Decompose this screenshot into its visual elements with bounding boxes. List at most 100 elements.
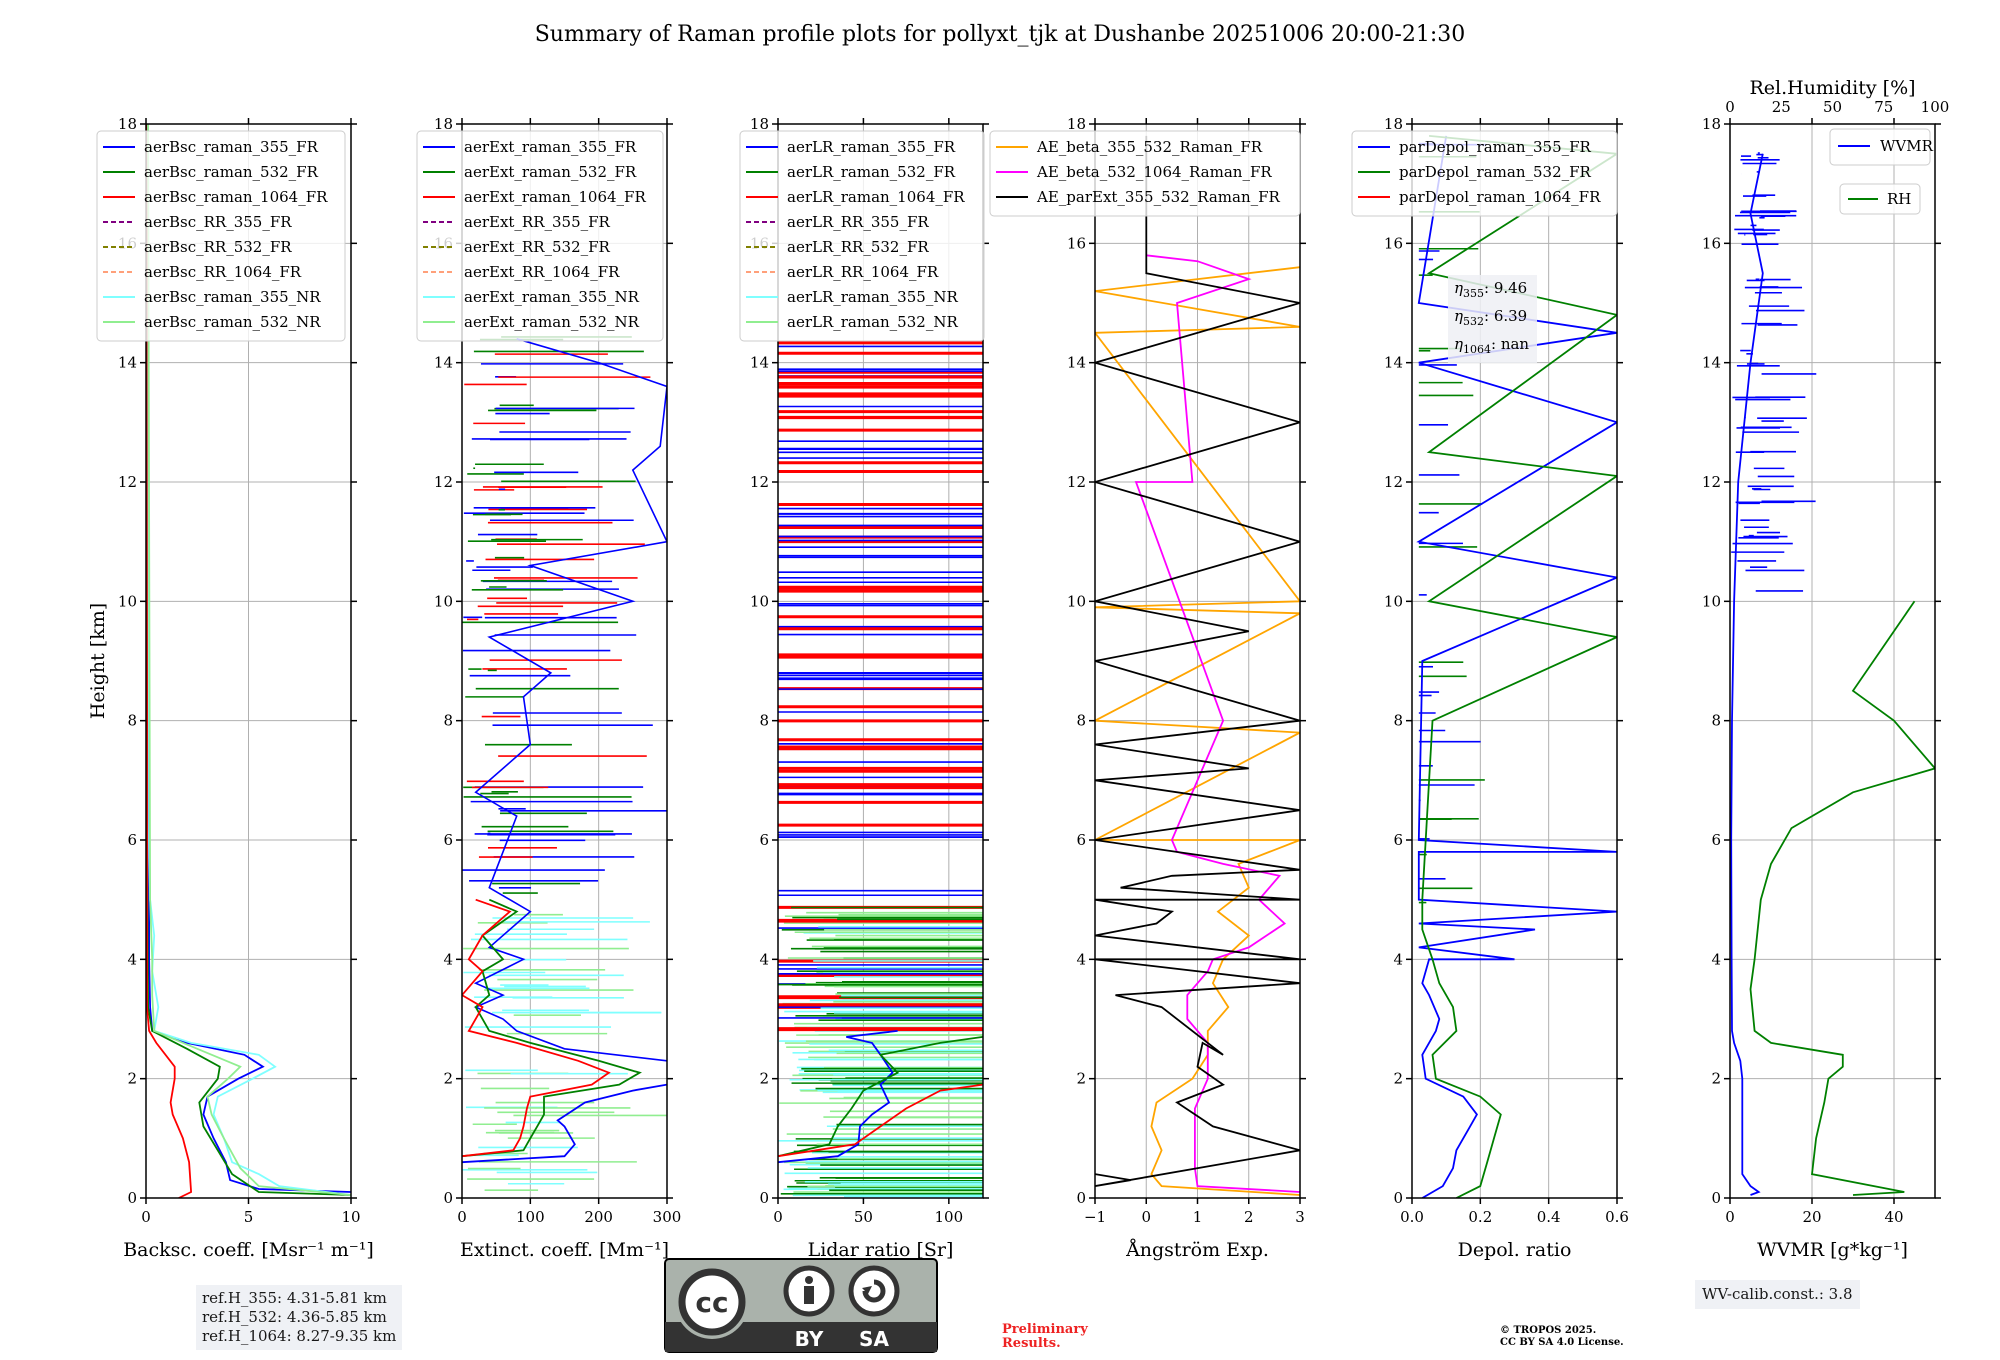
panel-6: 0 20 40 0 2 4 6 8 10 12 14 16 18 WVMR [g*kg⁻¹] 0 25 50 75…: [1702, 77, 1949, 1261]
legend-label: parDepol_raman_1064_FR: [1399, 188, 1601, 206]
y-tick-label: 8: [1393, 712, 1403, 730]
legend-label: parDepol_raman_355_FR: [1399, 138, 1592, 156]
y-tick-label: 10: [1067, 592, 1086, 610]
series-line-aerLR_raman_355_FR: [778, 1030, 898, 1164]
legend-box: [989, 130, 1301, 217]
y-tick-label: 4: [443, 950, 453, 968]
x2-axis-label: Rel.Humidity [%]: [1749, 77, 1915, 99]
x-tick-label: 5: [244, 1208, 254, 1226]
y-tick-label: 16: [1384, 234, 1403, 252]
x-axis-label: Extinct. coeff. [Mm⁻¹]: [460, 1239, 669, 1261]
y-tick-label: 0: [1711, 1189, 1721, 1207]
y-tick-label: 2: [1076, 1070, 1086, 1088]
legend-label: aerBsc_raman_355_NR: [144, 288, 321, 306]
x2-tick-label: 0: [1725, 98, 1735, 116]
y-tick-label: 18: [1067, 115, 1086, 133]
x-tick-label: 3: [1295, 1208, 1305, 1226]
y-tick-label: 12: [1067, 473, 1086, 491]
plot-area: [1730, 152, 1935, 1196]
y-tick-label: 14: [118, 354, 137, 372]
series-line-parDepol_raman_532_FR: [1421, 135, 1617, 1198]
x-tick-label: 0.0: [1400, 1208, 1424, 1226]
legend-label: aerBsc_RR_532_FR: [144, 238, 292, 256]
y-tick-label: 18: [1384, 115, 1403, 133]
preliminary-results-note: Preliminary Results.: [1002, 1322, 1088, 1351]
legend-label: aerExt_RR_1064_FR: [464, 263, 620, 281]
legend-label: AE_parExt_355_532_Raman_FR: [1036, 188, 1281, 206]
wv-calibration-box: WV-calib.const.: 3.8: [1695, 1280, 1860, 1309]
sa-share-icon: [848, 1265, 900, 1317]
y-tick-label: 4: [1393, 950, 1403, 968]
series-line-aerBsc_raman_1064_FR: [146, 124, 193, 1198]
panel-5: 0.0 0.2 0.4 0.6 0 2 4 6 8 10 12 14 16 18 Depol. ratio p…: [1351, 115, 1629, 1261]
legend-label: aerLR_RR_1064_FR: [787, 263, 939, 281]
svg-text:BY: BY: [795, 1327, 824, 1351]
y-tick-label: 4: [127, 950, 137, 968]
legend-label: WVMR: [1880, 137, 1934, 155]
y-tick-label: 12: [1384, 473, 1403, 491]
eta-532: η532: 6.39: [1454, 307, 1528, 328]
y-tick-label: 16: [1702, 234, 1721, 252]
y-axis-label: Height [km]: [87, 603, 109, 719]
y-tick-label: 6: [127, 831, 137, 849]
legend-box: [1829, 128, 1931, 166]
legend: aerExt_raman_355_FR aerExt_raman_532_FRae…: [416, 130, 664, 342]
legend-label: AE_beta_355_532_Raman_FR: [1036, 138, 1263, 156]
axes-frame: [1411, 123, 1618, 1199]
plot-area: [146, 124, 351, 1198]
y-tick-label: 18: [434, 115, 453, 133]
legend-box: [739, 130, 985, 342]
series-line-WVMR: [1730, 153, 1764, 1196]
legend-label: aerBsc_RR_1064_FR: [144, 263, 302, 281]
legend: AE_beta_355_532_Raman_FR AE_beta_532_1064…: [989, 130, 1301, 217]
x-tick-label: 0.2: [1468, 1208, 1492, 1226]
cc-by-sa-license-badge: cc BY SA: [664, 1258, 938, 1353]
legend-label: AE_beta_532_1064_Raman_FR: [1036, 163, 1272, 181]
y-tick-label: 8: [1711, 712, 1721, 730]
legend-label: aerBsc_RR_355_FR: [144, 213, 292, 231]
y-tick-label: 18: [118, 115, 137, 133]
x-tick-label: 300: [653, 1208, 682, 1226]
x2-tick-label: 75: [1874, 98, 1893, 116]
plot-area: [1416, 135, 1617, 1198]
y-tick-label: 12: [118, 473, 137, 491]
x-tick-label: 50: [854, 1208, 873, 1226]
plot-area: [778, 341, 983, 1198]
y-tick-label: 0: [1393, 1189, 1403, 1207]
x-axis-label: Ångström Exp.: [1125, 1239, 1269, 1261]
legend: aerLR_raman_355_FR aerLR_raman_532_FR aerL…: [739, 130, 985, 342]
y-tick-label: 14: [750, 354, 769, 372]
series-line-parDepol_raman_355_FR: [1416, 135, 1617, 1198]
x-axis-label: Depol. ratio: [1458, 1239, 1572, 1261]
y-tick-label: 8: [443, 712, 453, 730]
y-tick-label: 6: [759, 831, 769, 849]
legend-label: aerBsc_raman_532_NR: [144, 313, 321, 331]
copyright-note: © TROPOS 2025. CC BY SA 4.0 License.: [1500, 1325, 1624, 1348]
y-tick-label: 4: [1711, 950, 1721, 968]
series-line-RH: [1749, 600, 1935, 1196]
series-line-aerLR_raman_532_FR: [778, 1036, 983, 1158]
legend-label: aerBsc_raman_355_FR: [144, 138, 319, 156]
legend-label: aerLR_raman_532_NR: [787, 313, 958, 331]
y-tick-label: 10: [118, 592, 137, 610]
y-tick-label: 6: [1076, 831, 1086, 849]
legend-label: parDepol_raman_532_FR: [1399, 163, 1592, 181]
axes-frame: [777, 123, 984, 1199]
y-tick-label: 8: [127, 712, 137, 730]
legend-label: aerExt_raman_355_NR: [464, 288, 640, 306]
x-tick-label: 40: [1884, 1208, 1903, 1226]
series-line-aerBsc_raman_532_NR: [147, 124, 351, 1196]
legend-box: [96, 130, 346, 342]
legend-label: aerExt_raman_355_FR: [464, 138, 637, 156]
series-line-aerLR_raman_1064_FR: [778, 1083, 983, 1158]
series-line-aerExt_raman_532_FR: [462, 898, 642, 1158]
plot-area: [1095, 135, 1300, 1196]
legend-label: aerLR_raman_355_FR: [787, 138, 956, 156]
legend-box: [1839, 183, 1921, 215]
y-tick-label: 12: [750, 473, 769, 491]
y-tick-label: 0: [443, 1189, 453, 1207]
series-line-AE_beta_532_1064_Raman_FR: [1134, 254, 1300, 1193]
x2-tick-label: 25: [1772, 98, 1791, 116]
legend-label: aerLR_RR_532_FR: [787, 238, 929, 256]
